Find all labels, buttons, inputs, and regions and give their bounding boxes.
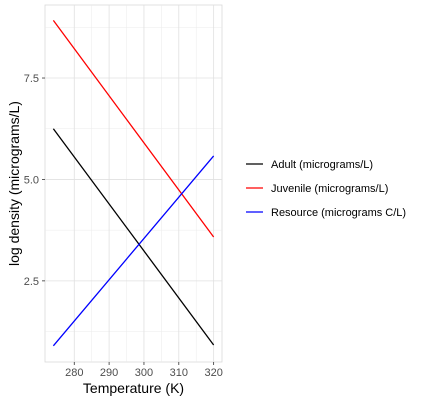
- x-tick-label: 300: [135, 367, 153, 379]
- plot-panel: [45, 5, 222, 362]
- y-axis-ticks: 2.5 5.0 7.5: [24, 73, 45, 288]
- x-tick-label: 310: [170, 367, 188, 379]
- x-axis-title: Temperature (K): [83, 380, 184, 396]
- legend: Adult (micrograms/L) Juvenile (micrograms…: [246, 159, 406, 219]
- legend-label-1: Adult (micrograms/L): [271, 159, 373, 171]
- y-tick-label: 5.0: [24, 174, 39, 186]
- x-tick-label: 290: [100, 367, 118, 379]
- x-axis-ticks: 280 290 300 310 320: [65, 362, 223, 379]
- legend-label-3: Resource (micrograms C/L): [271, 207, 406, 219]
- x-tick-label: 280: [65, 367, 83, 379]
- legend-label-2: Juvenile (micrograms/L): [271, 183, 388, 195]
- y-axis-title: log density (micrograms/L): [6, 101, 22, 266]
- y-tick-label: 7.5: [24, 73, 39, 85]
- y-tick-label: 2.5: [24, 276, 39, 288]
- x-tick-label: 320: [204, 367, 222, 379]
